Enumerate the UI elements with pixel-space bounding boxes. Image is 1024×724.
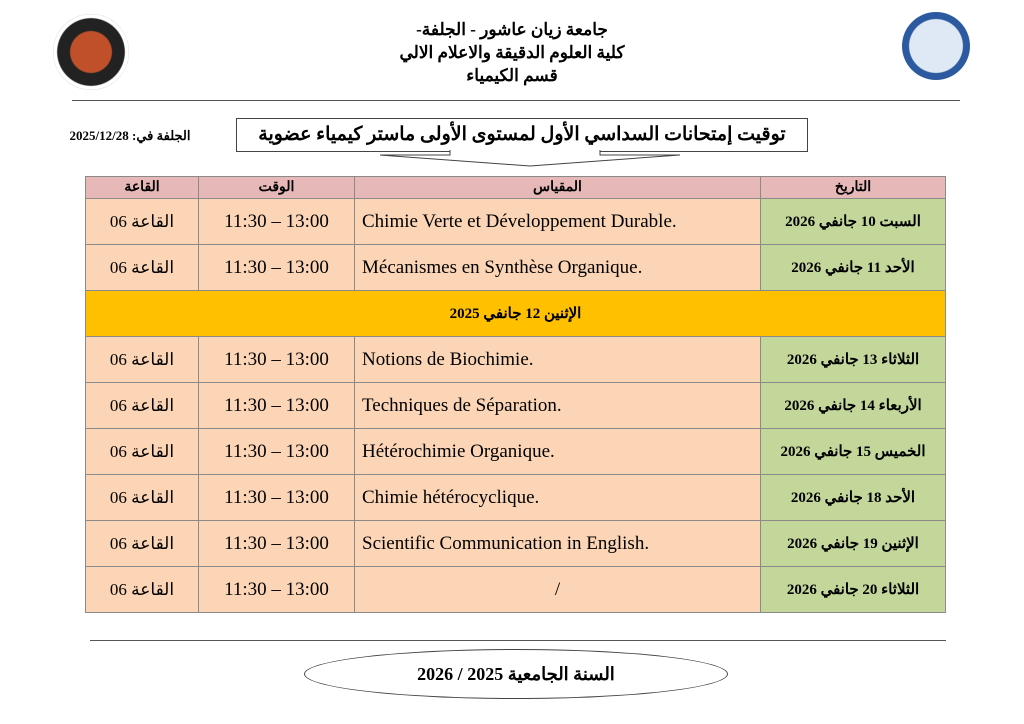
date-cell: الإثنين 19 جانفي 2026 — [760, 520, 946, 567]
table-row: القاعة 06 11:30 – 13:00 Techniques de Sé… — [85, 382, 946, 429]
room-cell: القاعة 06 — [85, 244, 199, 291]
module-cell: Chimie Verte et Développement Durable. — [354, 198, 761, 245]
exam-schedule-table: القاعة الوقت المقياس التاريخ القاعة 06 1… — [85, 176, 946, 613]
time-cell: 11:30 – 13:00 — [198, 474, 355, 521]
time-cell: 11:30 – 13:00 — [198, 244, 355, 291]
department-name: قسم الكيمياء — [466, 66, 558, 85]
date-cell: الخميس 15 جانفي 2026 — [760, 428, 946, 475]
issue-date: الجلفة في: 2025/12/28 — [69, 128, 191, 143]
header-room: القاعة — [85, 176, 199, 199]
room-cell: القاعة 06 — [85, 566, 199, 613]
module-cell: Techniques de Séparation. — [354, 382, 761, 429]
date-cell: الأربعاء 14 جانفي 2026 — [760, 382, 946, 429]
time-cell: 11:30 – 13:00 — [198, 566, 355, 613]
table-row: القاعة 06 11:30 – 13:00 Chimie Verte et … — [85, 198, 946, 245]
page-title: توقيت إمتحانات السداسي الأول لمستوى الأو… — [236, 118, 808, 152]
room-cell: القاعة 06 — [85, 474, 199, 521]
header-module: المقياس — [354, 176, 761, 199]
faculty-logo — [902, 12, 970, 80]
date-cell: الثلاثاء 13 جانفي 2026 — [760, 336, 946, 383]
holiday-row: الإثنين 12 جانفي 2025 — [85, 290, 946, 337]
academic-year: السنة الجامعية 2025 / 2026 — [304, 649, 728, 699]
room-cell: القاعة 06 — [85, 382, 199, 429]
module-cell: Hétérochimie Organique. — [354, 428, 761, 475]
module-cell: Mécanismes en Synthèse Organique. — [354, 244, 761, 291]
header-divider — [72, 100, 960, 101]
title-callout-arrow — [380, 150, 680, 167]
module-cell: Notions de Biochimie. — [354, 336, 761, 383]
module-cell: Chimie hétérocyclique. — [354, 474, 761, 521]
header-time: الوقت — [198, 176, 355, 199]
table-row: الإثنين 12 جانفي 2025 — [85, 290, 946, 337]
header-date: التاريخ — [760, 176, 946, 199]
table-row: القاعة 06 11:30 – 13:00 Scientific Commu… — [85, 520, 946, 567]
university-logo — [53, 14, 129, 90]
table-row: القاعة 06 11:30 – 13:00 / الثلاثاء 20 جا… — [85, 566, 946, 613]
table-row: القاعة 06 11:30 – 13:00 Hétérochimie Org… — [85, 428, 946, 475]
time-cell: 11:30 – 13:00 — [198, 198, 355, 245]
time-cell: 11:30 – 13:00 — [198, 336, 355, 383]
table-row: القاعة 06 11:30 – 13:00 Mécanismes en Sy… — [85, 244, 946, 291]
date-cell: السبت 10 جانفي 2026 — [760, 198, 946, 245]
table-row: القاعة 06 11:30 – 13:00 Chimie hétérocyc… — [85, 474, 946, 521]
date-cell: الأحد 11 جانفي 2026 — [760, 244, 946, 291]
date-cell: الثلاثاء 20 جانفي 2026 — [760, 566, 946, 613]
footer-divider — [90, 640, 946, 641]
room-cell: القاعة 06 — [85, 520, 199, 567]
faculty-name: كلية العلوم الدقيقة والاعلام الالي — [399, 43, 625, 62]
time-cell: 11:30 – 13:00 — [198, 428, 355, 475]
room-cell: القاعة 06 — [85, 336, 199, 383]
room-cell: القاعة 06 — [85, 198, 199, 245]
module-cell: Scientific Communication in English. — [354, 520, 761, 567]
time-cell: 11:30 – 13:00 — [198, 382, 355, 429]
date-cell: الأحد 18 جانفي 2026 — [760, 474, 946, 521]
module-cell: / — [354, 566, 761, 613]
table-row: القاعة 06 11:30 – 13:00 Notions de Bioch… — [85, 336, 946, 383]
university-name: جامعة زيان عاشور - الجلفة- — [416, 20, 608, 39]
time-cell: 11:30 – 13:00 — [198, 520, 355, 567]
room-cell: القاعة 06 — [85, 428, 199, 475]
